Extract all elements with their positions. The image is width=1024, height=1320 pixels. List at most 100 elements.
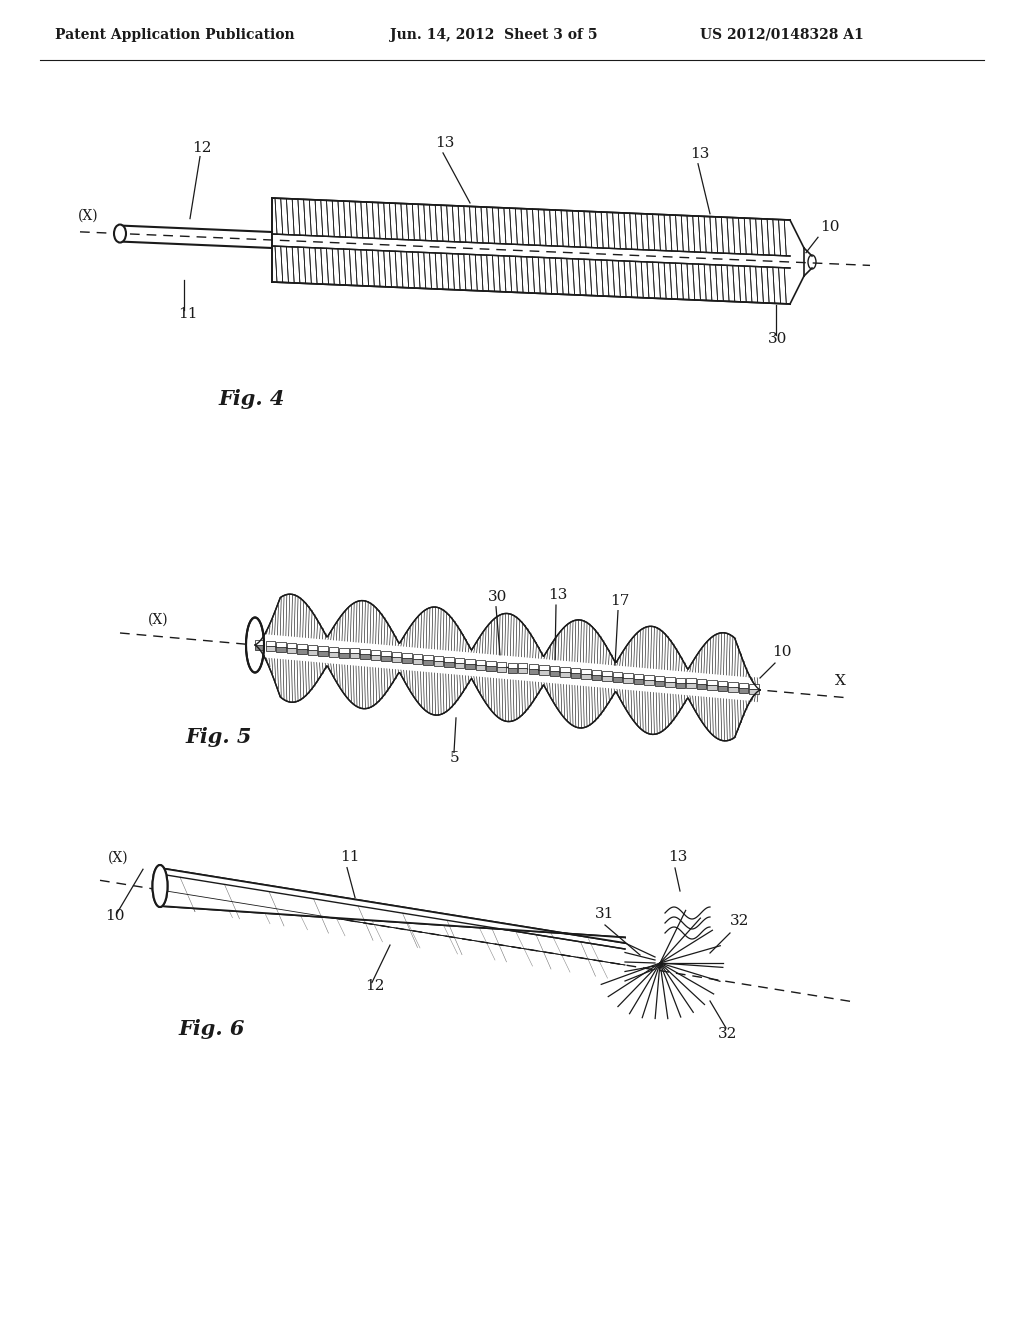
Bar <box>697 684 707 689</box>
Text: 12: 12 <box>365 979 384 994</box>
Bar <box>739 684 749 688</box>
Bar <box>360 655 370 660</box>
Text: 31: 31 <box>595 907 614 921</box>
Bar <box>612 677 623 682</box>
Bar <box>255 640 264 645</box>
Bar <box>455 663 464 668</box>
Bar <box>455 657 464 663</box>
Polygon shape <box>272 198 790 256</box>
Bar <box>434 661 443 665</box>
Bar <box>349 653 359 659</box>
Text: Fig. 5: Fig. 5 <box>185 727 251 747</box>
Polygon shape <box>160 869 625 942</box>
Bar <box>497 661 507 667</box>
Text: 10: 10 <box>820 220 840 234</box>
Bar <box>423 655 433 660</box>
Bar <box>413 655 422 659</box>
Bar <box>708 685 717 690</box>
Bar <box>392 657 401 663</box>
Bar <box>582 669 591 675</box>
Bar <box>318 651 328 656</box>
Bar <box>371 655 380 660</box>
Bar <box>528 669 538 675</box>
Text: Fig. 4: Fig. 4 <box>218 389 285 409</box>
Bar <box>560 672 569 677</box>
Bar <box>276 647 286 652</box>
Bar <box>728 682 738 688</box>
Bar <box>413 659 422 664</box>
Bar <box>624 673 633 677</box>
Bar <box>307 649 317 655</box>
Bar <box>750 689 759 694</box>
Text: (X): (X) <box>108 850 129 865</box>
Text: 30: 30 <box>768 333 787 346</box>
Bar <box>708 680 717 685</box>
Bar <box>634 673 643 678</box>
Polygon shape <box>272 246 790 304</box>
Text: 13: 13 <box>435 136 455 150</box>
Text: Patent Application Publication: Patent Application Publication <box>55 28 295 42</box>
Bar <box>666 681 675 686</box>
Bar <box>676 682 685 688</box>
Bar <box>666 677 675 681</box>
Bar <box>318 645 328 651</box>
Bar <box>686 684 696 689</box>
Bar <box>444 661 454 667</box>
Text: 11: 11 <box>340 850 359 863</box>
Bar <box>539 665 549 671</box>
Bar <box>307 644 317 649</box>
Bar <box>570 668 580 673</box>
Bar <box>466 659 475 664</box>
Bar <box>539 671 549 676</box>
Bar <box>265 645 275 651</box>
Bar <box>718 681 727 686</box>
Bar <box>750 684 759 689</box>
Bar <box>508 668 517 672</box>
Text: (X): (X) <box>148 612 169 627</box>
Bar <box>476 660 485 665</box>
Text: 13: 13 <box>548 589 567 602</box>
Bar <box>255 645 264 649</box>
Bar <box>297 644 306 648</box>
Text: 10: 10 <box>772 645 792 659</box>
Bar <box>602 676 611 681</box>
Bar <box>381 656 391 661</box>
Text: 17: 17 <box>610 594 630 607</box>
Text: (X): (X) <box>78 209 98 223</box>
Text: X: X <box>835 673 846 688</box>
Text: Jun. 14, 2012  Sheet 3 of 5: Jun. 14, 2012 Sheet 3 of 5 <box>390 28 597 42</box>
Bar <box>434 656 443 661</box>
Bar <box>297 648 306 653</box>
Text: 13: 13 <box>668 850 687 865</box>
Text: 11: 11 <box>178 308 198 321</box>
Bar <box>528 664 538 669</box>
Bar <box>508 663 517 668</box>
Bar <box>697 680 707 684</box>
Bar <box>476 665 485 669</box>
Text: 13: 13 <box>690 147 710 161</box>
Bar <box>728 688 738 692</box>
Bar <box>718 686 727 692</box>
Text: US 2012/0148328 A1: US 2012/0148328 A1 <box>700 28 864 42</box>
Bar <box>371 651 380 655</box>
Bar <box>654 681 665 685</box>
Text: 12: 12 <box>193 141 212 154</box>
Ellipse shape <box>153 865 168 907</box>
Bar <box>349 648 359 653</box>
Bar <box>402 659 412 663</box>
Text: Fig. 6: Fig. 6 <box>178 1019 245 1039</box>
Bar <box>486 665 496 671</box>
Text: 5: 5 <box>450 751 460 766</box>
Bar <box>634 678 643 684</box>
Bar <box>423 660 433 665</box>
Text: 30: 30 <box>488 590 507 603</box>
Text: 10: 10 <box>105 909 125 923</box>
Bar <box>287 648 296 653</box>
Bar <box>486 660 496 665</box>
Bar <box>644 680 653 685</box>
Ellipse shape <box>246 618 264 672</box>
Bar <box>624 677 633 682</box>
Bar <box>466 664 475 669</box>
Bar <box>592 675 601 680</box>
Bar <box>739 688 749 693</box>
